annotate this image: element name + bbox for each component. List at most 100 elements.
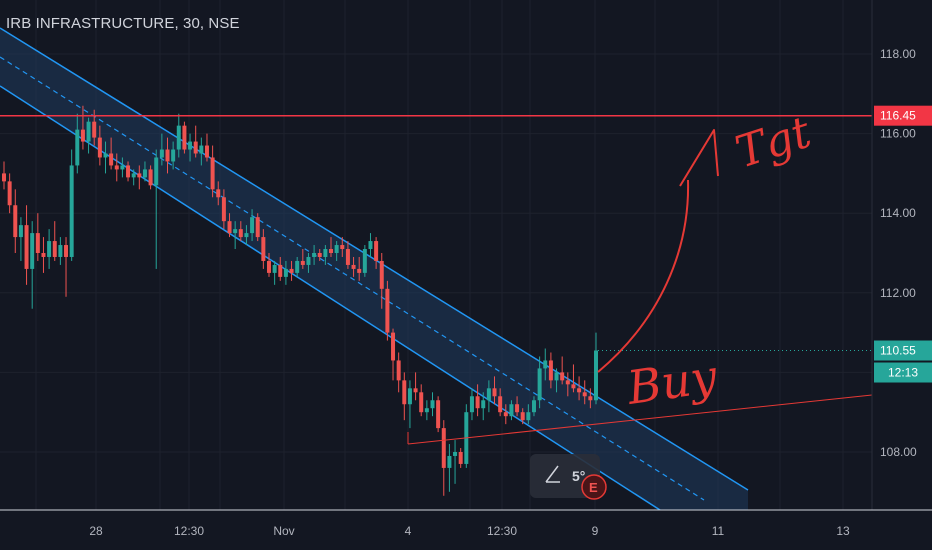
candle-body (594, 350, 598, 401)
candle (323, 245, 328, 265)
y-tick-label: 114.00 (880, 206, 916, 220)
channel-upper-line[interactable] (0, 27, 749, 491)
candle-body (515, 404, 520, 413)
candle (560, 356, 565, 385)
symbol-title[interactable]: IRB INFRASTRUCTURE, 30, NSE (6, 15, 240, 32)
candle (447, 444, 452, 492)
candle-body (520, 412, 525, 421)
candle-body (289, 268, 294, 273)
candle-body (159, 149, 164, 158)
candle (300, 249, 305, 269)
candle (351, 256, 356, 277)
candle (182, 121, 187, 154)
candle-body (114, 165, 119, 170)
candle-body (391, 332, 396, 361)
candle-body (436, 400, 441, 429)
candle-body (30, 233, 35, 269)
candle (193, 125, 198, 158)
candle (582, 380, 587, 405)
candle (283, 260, 288, 285)
candle (531, 396, 536, 417)
candle (430, 392, 435, 417)
candle-body (24, 225, 29, 269)
candle-body (154, 157, 159, 186)
candle-body (131, 173, 136, 178)
candle-body (210, 157, 215, 190)
angle-value: 5° (572, 468, 585, 484)
candle (464, 404, 469, 468)
candle (402, 372, 407, 421)
candle-body (244, 233, 249, 238)
candle (272, 260, 277, 285)
candle-body (193, 141, 198, 154)
candle-body (385, 288, 390, 333)
earnings-badge[interactable] (581, 474, 607, 500)
candle (204, 133, 209, 162)
candle (295, 256, 300, 277)
candle-body (300, 260, 305, 265)
candle-body (537, 368, 542, 401)
candle (594, 332, 598, 405)
candle-body (216, 189, 221, 198)
x-tick-label: 11 (712, 524, 725, 538)
candle (171, 141, 176, 170)
candle-body (419, 392, 424, 413)
candle (233, 221, 238, 250)
candle (345, 241, 350, 269)
candle (18, 217, 23, 261)
candle-body (47, 241, 52, 257)
candle-body (97, 137, 102, 158)
candle (317, 249, 322, 261)
buy-arrow-curve[interactable] (597, 179, 690, 373)
candle (97, 125, 102, 166)
buy-annotation[interactable]: Buy (623, 349, 721, 415)
candle (289, 260, 294, 281)
candle-body (199, 145, 204, 154)
candle-body (58, 245, 63, 257)
candle-body (126, 165, 131, 178)
candle-body (357, 268, 362, 273)
candle (131, 169, 136, 186)
candle (391, 328, 396, 381)
candle (244, 225, 249, 246)
candle (334, 241, 339, 261)
candle (7, 173, 12, 214)
candle (588, 388, 593, 409)
candle-body (75, 129, 80, 166)
candle-body (374, 241, 379, 261)
candle-body (227, 221, 232, 234)
candle-body (233, 229, 238, 234)
candle-body (250, 217, 255, 234)
candle-body (41, 253, 46, 257)
resistance-price-label: 116.45 (880, 109, 916, 123)
candle-body (362, 249, 367, 273)
candle (312, 245, 317, 265)
x-tick-label: 13 (836, 524, 850, 538)
candle (458, 448, 463, 468)
candle (419, 384, 424, 417)
support-trendline[interactable] (407, 394, 873, 445)
candle-body (582, 392, 587, 397)
x-tick-label: 4 (405, 524, 412, 538)
candle-body (351, 264, 356, 269)
candle (109, 137, 114, 170)
candle (340, 237, 345, 257)
candle-body (531, 400, 536, 413)
candle-body (453, 452, 458, 456)
arrow-head (679, 129, 719, 187)
candle-body (548, 360, 553, 381)
candle-body (334, 245, 339, 253)
channel-median-line[interactable] (0, 56, 705, 501)
candle-body (424, 408, 429, 413)
y-tick-label: 118.00 (880, 47, 916, 61)
candle-body (266, 260, 271, 273)
y-tick-label: 108.00 (880, 445, 917, 459)
candle-body (588, 396, 593, 401)
candle (154, 149, 159, 269)
candle-body (458, 452, 463, 464)
candle-body (142, 169, 147, 178)
candle (221, 189, 226, 230)
candle-body (7, 181, 12, 206)
